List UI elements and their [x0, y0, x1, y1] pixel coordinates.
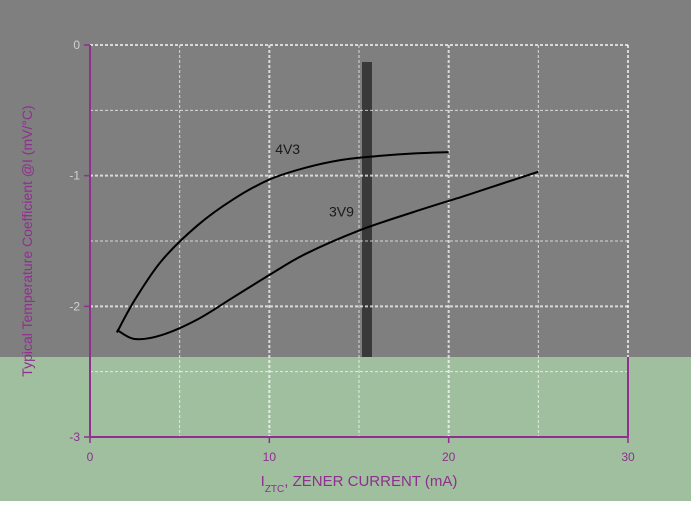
series-label-4v3: 4V3 — [275, 141, 300, 157]
y-axis-label: Typical Temperature Coefficient @I (mV/°… — [19, 105, 35, 376]
y-tick-label: 0 — [73, 38, 80, 52]
x-tick-label: 0 — [87, 450, 94, 464]
series-label-3v9: 3V9 — [329, 204, 354, 220]
x-tick-label: 10 — [263, 450, 277, 464]
y-tick-label: -2 — [69, 299, 80, 313]
y-tick-label: -3 — [69, 430, 80, 444]
x-tick-label: 20 — [442, 450, 456, 464]
chart-background-upper — [0, 0, 691, 357]
highlight-band — [362, 62, 372, 357]
x-tick-label: 30 — [621, 450, 635, 464]
y-tick-label: -1 — [69, 169, 80, 183]
